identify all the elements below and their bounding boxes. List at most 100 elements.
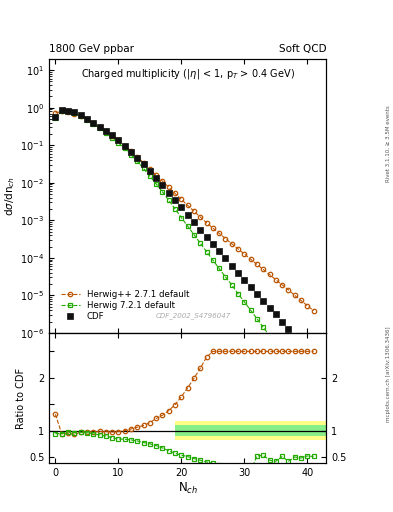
Herwig 7.2.1 default <box>192 231 196 238</box>
Herwig 7.2.1 default <box>179 215 184 221</box>
CDF <box>274 311 278 317</box>
Herwig++ 2.7.1 default <box>160 178 165 184</box>
CDF <box>72 110 77 116</box>
Herwig++ 2.7.1 default <box>248 256 253 262</box>
CDF <box>217 248 222 254</box>
CDF <box>280 318 285 325</box>
CDF <box>141 161 146 167</box>
Herwig 7.2.1 default <box>267 332 272 338</box>
Herwig++ 2.7.1 default <box>66 109 70 115</box>
Herwig++ 2.7.1 default <box>110 133 114 139</box>
CDF <box>160 182 165 188</box>
Herwig 7.2.1 default <box>217 265 222 271</box>
Herwig 7.2.1 default <box>305 382 310 388</box>
CDF <box>192 219 196 225</box>
Herwig++ 2.7.1 default <box>211 225 215 231</box>
Y-axis label: d$\sigma$/dn$_{ch}$: d$\sigma$/dn$_{ch}$ <box>4 176 17 216</box>
Herwig++ 2.7.1 default <box>223 236 228 242</box>
Herwig 7.2.1 default <box>248 307 253 313</box>
Herwig++ 2.7.1 default <box>242 251 247 257</box>
Herwig 7.2.1 default <box>91 121 95 127</box>
Herwig 7.2.1 default <box>223 274 228 280</box>
Herwig++ 2.7.1 default <box>91 120 95 126</box>
Herwig 7.2.1 default <box>154 181 158 187</box>
CDF <box>185 212 190 218</box>
Herwig++ 2.7.1 default <box>173 190 177 197</box>
Herwig++ 2.7.1 default <box>166 184 171 190</box>
CDF <box>116 137 121 143</box>
Herwig 7.2.1 default <box>122 145 127 152</box>
CDF <box>53 114 58 120</box>
Herwig 7.2.1 default <box>274 341 278 347</box>
Herwig++ 2.7.1 default <box>286 287 291 293</box>
Text: 1800 GeV ppbar: 1800 GeV ppbar <box>49 44 134 54</box>
Herwig++ 2.7.1 default <box>97 124 102 130</box>
CDF <box>166 189 171 196</box>
CDF <box>236 270 241 276</box>
Herwig 7.2.1 default <box>292 366 297 372</box>
Herwig 7.2.1 default <box>204 249 209 255</box>
CDF <box>135 155 140 161</box>
CDF <box>230 263 234 269</box>
CDF <box>84 116 89 122</box>
CDF <box>242 276 247 283</box>
CDF <box>286 326 291 332</box>
Herwig++ 2.7.1 default <box>230 241 234 247</box>
Herwig 7.2.1 default <box>116 140 121 146</box>
Herwig++ 2.7.1 default <box>147 166 152 172</box>
Text: Charged multiplicity ($|\eta|$ < 1, p$_T$ > 0.4 GeV): Charged multiplicity ($|\eta|$ < 1, p$_T… <box>81 67 295 81</box>
CDF <box>91 120 95 126</box>
CDF <box>311 353 316 359</box>
Herwig++ 2.7.1 default <box>280 282 285 288</box>
Herwig++ 2.7.1 default <box>255 261 259 267</box>
Herwig++ 2.7.1 default <box>311 308 316 314</box>
CDF <box>110 132 114 138</box>
Herwig 7.2.1 default <box>242 299 247 305</box>
Herwig 7.2.1 default <box>166 197 171 203</box>
Herwig 7.2.1 default <box>103 130 108 136</box>
Herwig++ 2.7.1 default <box>299 297 303 304</box>
Herwig++ 2.7.1 default <box>154 172 158 178</box>
Herwig++ 2.7.1 default <box>135 154 140 160</box>
CDF <box>122 142 127 148</box>
CDF <box>248 284 253 290</box>
CDF <box>255 291 259 297</box>
Herwig++ 2.7.1 default <box>59 108 64 114</box>
Line: Herwig 7.2.1 default: Herwig 7.2.1 default <box>53 109 316 395</box>
Herwig++ 2.7.1 default <box>116 137 121 143</box>
CDF <box>97 124 102 130</box>
Herwig 7.2.1 default <box>173 206 177 212</box>
Text: mcplots.cern.ch [arXiv:1306.3436]: mcplots.cern.ch [arXiv:1306.3436] <box>386 326 391 421</box>
Herwig 7.2.1 default <box>53 115 58 121</box>
Herwig 7.2.1 default <box>160 189 165 195</box>
Herwig++ 2.7.1 default <box>129 148 133 154</box>
Text: CDF_2002_S4796047: CDF_2002_S4796047 <box>156 312 231 319</box>
Herwig++ 2.7.1 default <box>122 142 127 148</box>
Herwig++ 2.7.1 default <box>141 160 146 166</box>
Herwig 7.2.1 default <box>59 108 64 114</box>
CDF <box>292 332 297 338</box>
Herwig++ 2.7.1 default <box>185 202 190 208</box>
Line: Herwig++ 2.7.1 default: Herwig++ 2.7.1 default <box>53 109 316 313</box>
Herwig 7.2.1 default <box>230 282 234 288</box>
Herwig 7.2.1 default <box>255 315 259 322</box>
CDF <box>129 148 133 155</box>
Text: Soft QCD: Soft QCD <box>279 44 326 54</box>
Herwig 7.2.1 default <box>211 257 215 263</box>
CDF <box>147 168 152 175</box>
CDF <box>198 227 203 233</box>
Herwig++ 2.7.1 default <box>261 266 266 272</box>
Herwig++ 2.7.1 default <box>204 220 209 226</box>
Herwig 7.2.1 default <box>141 165 146 172</box>
CDF <box>211 241 215 247</box>
Herwig++ 2.7.1 default <box>72 111 77 117</box>
Herwig 7.2.1 default <box>280 349 285 355</box>
CDF <box>66 108 70 114</box>
Herwig 7.2.1 default <box>84 117 89 123</box>
Herwig 7.2.1 default <box>261 324 266 330</box>
Herwig++ 2.7.1 default <box>103 128 108 134</box>
CDF <box>154 176 158 182</box>
CDF <box>204 234 209 240</box>
Herwig 7.2.1 default <box>129 152 133 158</box>
Herwig 7.2.1 default <box>299 374 303 380</box>
